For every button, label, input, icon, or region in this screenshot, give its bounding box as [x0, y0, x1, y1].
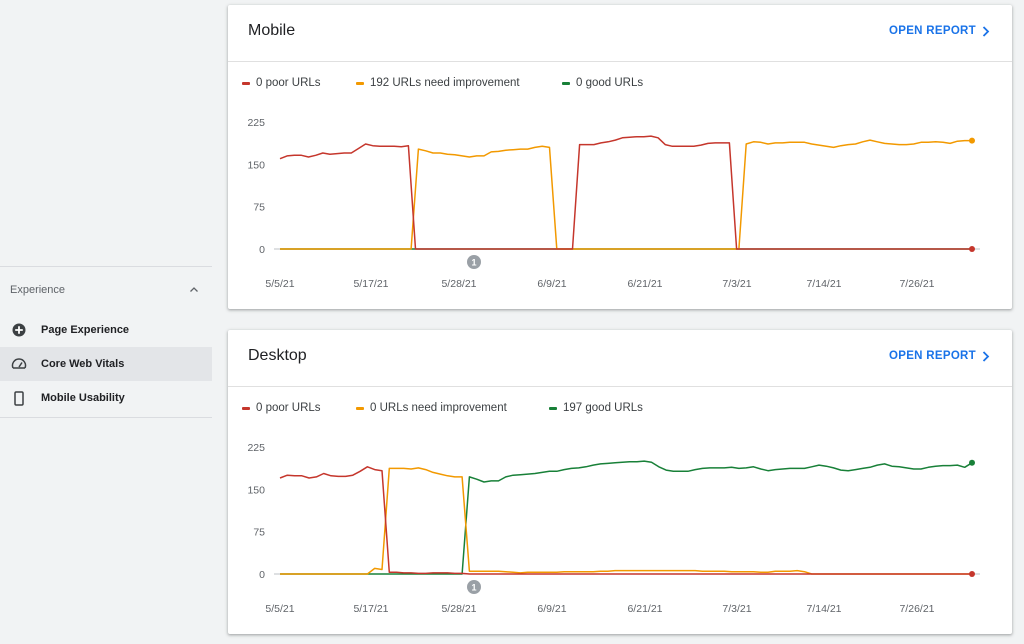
- experience-section: Experience Page Experience: [0, 266, 212, 415]
- x-tick-label: 5/17/21: [353, 278, 388, 290]
- annotation-marker-label: 1: [471, 258, 476, 268]
- card-title: Desktop: [248, 347, 307, 364]
- chevron-right-icon: [982, 25, 990, 37]
- card-header: Desktop OPEN REPORT: [228, 330, 1012, 387]
- series-end-point-poor: [969, 571, 975, 577]
- gauge-icon: [11, 356, 27, 372]
- card-header: Mobile OPEN REPORT: [228, 5, 1012, 62]
- y-tick-label: 0: [259, 244, 265, 256]
- desktop-chart: 225 150 75 0 5/5/21 5/17/21 5/28/21 6/9/21 6/21/…: [247, 442, 980, 615]
- series-line-good: [280, 460, 973, 575]
- legend-label-poor: 0 poor URLs: [256, 402, 321, 414]
- sidebar-item-page-experience[interactable]: Page Experience: [0, 313, 212, 347]
- experience-section-header[interactable]: Experience: [0, 267, 212, 313]
- legend-label-needs-improvement: 192 URLs need improvement: [370, 77, 520, 89]
- phone-icon: [11, 390, 27, 406]
- desktop-card: Desktop OPEN REPORT 0 poor URLs 0 URLs n…: [228, 330, 1012, 634]
- sidebar-item-label: Core Web Vitals: [41, 358, 125, 370]
- annotation-marker-bg: [467, 580, 481, 594]
- x-tick-label: 7/26/21: [899, 278, 934, 290]
- page-experience-icon: [11, 322, 27, 338]
- y-tick-label: 0: [259, 569, 265, 581]
- legend-swatch-good: [549, 406, 557, 410]
- legend-swatch-poor: [242, 81, 250, 85]
- card-title: Mobile: [248, 22, 296, 39]
- legend-item-good[interactable]: 0 good URLs: [562, 77, 643, 89]
- legend-item-needs-improvement[interactable]: 192 URLs need improvement: [356, 77, 520, 89]
- legend-swatch-poor: [242, 406, 250, 410]
- y-tick-label: 75: [253, 202, 265, 214]
- x-tick-label: 5/5/21: [265, 278, 294, 290]
- y-tick-label: 150: [247, 484, 265, 496]
- series-line-needs: [280, 139, 972, 250]
- chevron-right-icon: [982, 350, 990, 362]
- x-tick-label: 6/9/21: [537, 278, 566, 290]
- open-report-label: OPEN REPORT: [888, 25, 976, 37]
- legend-label-needs-improvement: 0 URLs need improvement: [370, 402, 507, 414]
- legend-item-poor[interactable]: 0 poor URLs: [242, 77, 321, 89]
- x-tick-label: 5/28/21: [441, 603, 476, 615]
- open-report-button[interactable]: OPEN REPORT: [889, 25, 990, 37]
- annotation-marker[interactable]: 1: [467, 255, 481, 269]
- annotation-marker-label: 1: [471, 583, 476, 593]
- y-tick-label: 75: [253, 527, 265, 539]
- series-line-poor: [279, 135, 972, 250]
- mobile-card: Mobile OPEN REPORT 0 poor URLs 192 URLs …: [228, 5, 1012, 309]
- x-tick-label: 7/3/21: [722, 278, 751, 290]
- legend-swatch-needs-improvement: [356, 406, 364, 410]
- series-line-needs: [280, 467, 972, 575]
- sidebar-item-core-web-vitals[interactable]: Core Web Vitals: [0, 347, 212, 381]
- legend-label-good: 0 good URLs: [576, 77, 644, 89]
- sidebar-item-mobile-usability[interactable]: Mobile Usability: [0, 381, 212, 415]
- open-report-button[interactable]: OPEN REPORT: [889, 350, 990, 362]
- x-tick-label: 5/5/21: [265, 603, 294, 615]
- annotation-marker[interactable]: 1: [467, 580, 481, 594]
- x-tick-label: 5/17/21: [353, 603, 388, 615]
- legend-label-good: 197 good URLs: [563, 402, 643, 414]
- y-tick-label: 225: [247, 117, 265, 129]
- chevron-up-icon: [190, 287, 198, 292]
- legend-swatch-good: [562, 81, 570, 85]
- legend-item-needs-improvement[interactable]: 0 URLs need improvement: [356, 402, 507, 414]
- y-tick-label: 150: [247, 159, 265, 171]
- x-tick-label: 6/9/21: [537, 603, 566, 615]
- series-end-point-needs: [969, 137, 975, 144]
- mobile-chart: 225 150 75 0 5/5/21 5/17/21 5/28/21 6/9/21 6/21/…: [247, 117, 980, 290]
- y-tick-label: 225: [247, 442, 265, 454]
- legend-swatch-needs-improvement: [356, 81, 364, 85]
- x-tick-label: 7/14/21: [806, 278, 841, 290]
- legend-label-poor: 0 poor URLs: [256, 77, 321, 89]
- sidebar-divider: [0, 417, 212, 418]
- x-tick-label: 7/14/21: [806, 603, 841, 615]
- annotation-marker-bg: [467, 255, 481, 269]
- legend-item-poor[interactable]: 0 poor URLs: [242, 402, 321, 414]
- x-tick-label: 6/21/21: [627, 603, 662, 615]
- open-report-label: OPEN REPORT: [888, 350, 976, 362]
- sidebar: Experience Page Experience: [0, 0, 212, 644]
- series-end-point-good: [969, 459, 975, 466]
- x-tick-label: 6/21/21: [627, 278, 662, 290]
- sidebar-item-label: Mobile Usability: [41, 392, 125, 404]
- sidebar-item-label: Page Experience: [41, 324, 130, 336]
- series-end-point-poor: [969, 246, 975, 252]
- experience-section-label: Experience: [10, 284, 66, 296]
- series-line-poor: [279, 466, 972, 575]
- legend-item-good[interactable]: 197 good URLs: [549, 402, 643, 414]
- x-tick-label: 5/28/21: [441, 278, 476, 290]
- x-tick-label: 7/26/21: [899, 603, 934, 615]
- x-tick-label: 7/3/21: [722, 603, 751, 615]
